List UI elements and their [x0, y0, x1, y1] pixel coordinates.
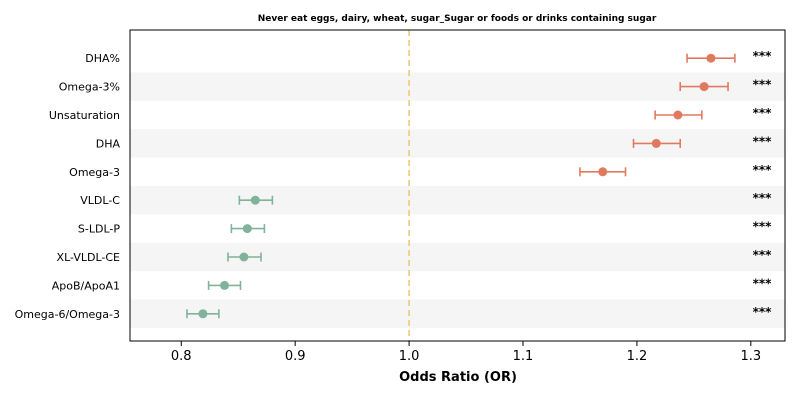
x-axis-label: Odds Ratio (OR) — [399, 370, 517, 385]
x-tick-label: 1.3 — [740, 349, 761, 364]
row-label: Unsaturation — [49, 109, 120, 122]
x-tick-label: 0.8 — [171, 349, 192, 364]
row-label: DHA% — [85, 52, 120, 65]
row-band — [130, 186, 785, 215]
x-axis-ticks: 0.8 0.9 1.0 1.1 1.2 1.3 — [171, 341, 761, 364]
row-band — [130, 72, 785, 101]
significance-marker: *** — [753, 163, 773, 177]
significance-marker: *** — [753, 220, 773, 234]
significance-marker: *** — [753, 305, 773, 319]
data-row: Omega-3 *** — [69, 163, 772, 179]
row-label: ApoB/ApoA1 — [52, 279, 120, 292]
significance-marker: *** — [753, 276, 773, 290]
row-label: XL-VLDL-CE — [57, 251, 121, 264]
or-point — [220, 280, 230, 290]
data-row: DHA *** — [96, 134, 772, 150]
data-row: DHA% *** — [85, 49, 772, 65]
row-band — [130, 299, 785, 328]
row-label: Omega-3 — [69, 166, 120, 179]
data-row: ApoB/ApoA1 *** — [52, 276, 772, 292]
significance-marker: *** — [753, 134, 773, 148]
plot-frame — [129, 29, 786, 342]
or-point — [706, 53, 716, 63]
or-point — [699, 82, 709, 92]
x-tick-label: 1.1 — [513, 349, 534, 364]
row-label: S-LDL-P — [78, 223, 120, 236]
significance-marker: *** — [753, 49, 773, 63]
or-point — [250, 195, 260, 205]
or-point — [242, 224, 252, 234]
row-label: DHA — [96, 137, 121, 150]
chart-title: Never eat eggs, dairy, wheat, sugar_Suga… — [258, 14, 657, 24]
or-point — [673, 110, 683, 120]
significance-marker: *** — [753, 191, 773, 205]
data-row: Unsaturation *** — [49, 106, 772, 122]
data-row: S-LDL-P *** — [78, 220, 772, 236]
or-point — [598, 167, 608, 177]
or-point — [651, 138, 661, 148]
row-band — [130, 129, 785, 158]
row-label: Omega-3% — [59, 81, 120, 94]
or-point — [239, 252, 249, 262]
or-point — [198, 309, 208, 319]
significance-marker: *** — [753, 106, 773, 120]
x-tick-label: 0.9 — [285, 349, 306, 364]
row-label: VLDL-C — [80, 194, 120, 207]
data-row: XL-VLDL-CE *** — [57, 248, 773, 264]
significance-marker: *** — [753, 78, 773, 92]
data-rows: DHA% ***Omega-3% ***Unsaturation ***DHA ***O… — [15, 49, 773, 321]
x-tick-label: 1.2 — [627, 349, 648, 364]
row-label: Omega-6/Omega-3 — [15, 308, 120, 321]
data-row: Omega-3% *** — [59, 78, 772, 94]
data-row: VLDL-C *** — [80, 191, 772, 207]
significance-marker: *** — [753, 248, 773, 262]
data-row: Omega-6/Omega-3 *** — [15, 305, 773, 321]
x-tick-label: 1.0 — [399, 349, 420, 364]
row-bands — [130, 72, 785, 328]
